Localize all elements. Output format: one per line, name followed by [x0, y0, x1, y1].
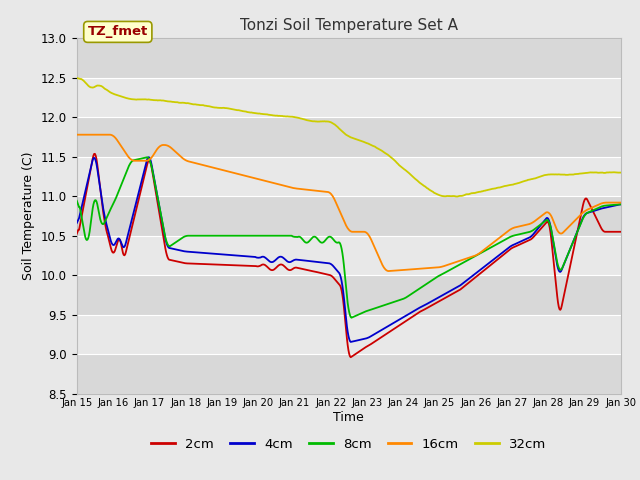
4cm: [347, 339, 355, 345]
Bar: [77, 275, 621, 315]
16cm: [140, 158, 147, 164]
8cm: [195, 233, 202, 239]
2cm: [433, 300, 440, 306]
16cm: [195, 161, 202, 167]
Line: 8cm: 8cm: [77, 157, 621, 318]
2cm: [417, 309, 424, 314]
8cm: [223, 233, 231, 239]
32cm: [431, 190, 438, 196]
8cm: [348, 315, 355, 321]
8cm: [83, 237, 90, 243]
8cm: [617, 202, 625, 207]
8cm: [139, 156, 147, 161]
Bar: [77, 157, 621, 196]
16cm: [77, 132, 84, 138]
4cm: [139, 174, 147, 180]
Text: TZ_fmet: TZ_fmet: [88, 25, 148, 38]
Bar: [77, 38, 621, 78]
8cm: [73, 198, 81, 204]
32cm: [73, 75, 81, 81]
2cm: [140, 177, 147, 183]
16cm: [385, 268, 392, 274]
4cm: [617, 202, 625, 207]
Bar: [77, 354, 621, 394]
4cm: [145, 154, 152, 160]
8cm: [143, 155, 151, 160]
8cm: [417, 285, 424, 291]
16cm: [433, 264, 440, 270]
16cm: [417, 266, 424, 272]
2cm: [90, 151, 98, 157]
16cm: [223, 168, 231, 174]
4cm: [417, 304, 424, 310]
4cm: [433, 296, 440, 301]
Line: 32cm: 32cm: [77, 78, 621, 196]
16cm: [84, 132, 92, 138]
32cm: [194, 102, 202, 108]
32cm: [415, 179, 422, 185]
8cm: [433, 275, 440, 280]
2cm: [195, 261, 202, 267]
32cm: [617, 170, 625, 176]
4cm: [83, 182, 90, 188]
Bar: [77, 315, 621, 354]
Line: 2cm: 2cm: [77, 154, 621, 357]
2cm: [73, 231, 81, 237]
Legend: 2cm, 4cm, 8cm, 16cm, 32cm: 2cm, 4cm, 8cm, 16cm, 32cm: [146, 432, 552, 456]
4cm: [195, 250, 202, 255]
32cm: [139, 96, 147, 102]
16cm: [73, 132, 81, 138]
16cm: [617, 200, 625, 205]
Bar: [77, 117, 621, 157]
Title: Tonzi Soil Temperature Set A: Tonzi Soil Temperature Set A: [240, 18, 458, 33]
32cm: [83, 81, 90, 87]
X-axis label: Time: Time: [333, 411, 364, 424]
Line: 4cm: 4cm: [77, 157, 621, 342]
Bar: [77, 196, 621, 236]
2cm: [83, 188, 90, 193]
Y-axis label: Soil Temperature (C): Soil Temperature (C): [22, 152, 35, 280]
Bar: [77, 78, 621, 117]
4cm: [73, 220, 81, 226]
4cm: [223, 252, 231, 258]
2cm: [617, 229, 625, 235]
32cm: [223, 105, 230, 111]
32cm: [452, 193, 460, 199]
2cm: [347, 354, 355, 360]
Bar: [77, 236, 621, 275]
Line: 16cm: 16cm: [77, 135, 621, 271]
2cm: [223, 262, 231, 268]
